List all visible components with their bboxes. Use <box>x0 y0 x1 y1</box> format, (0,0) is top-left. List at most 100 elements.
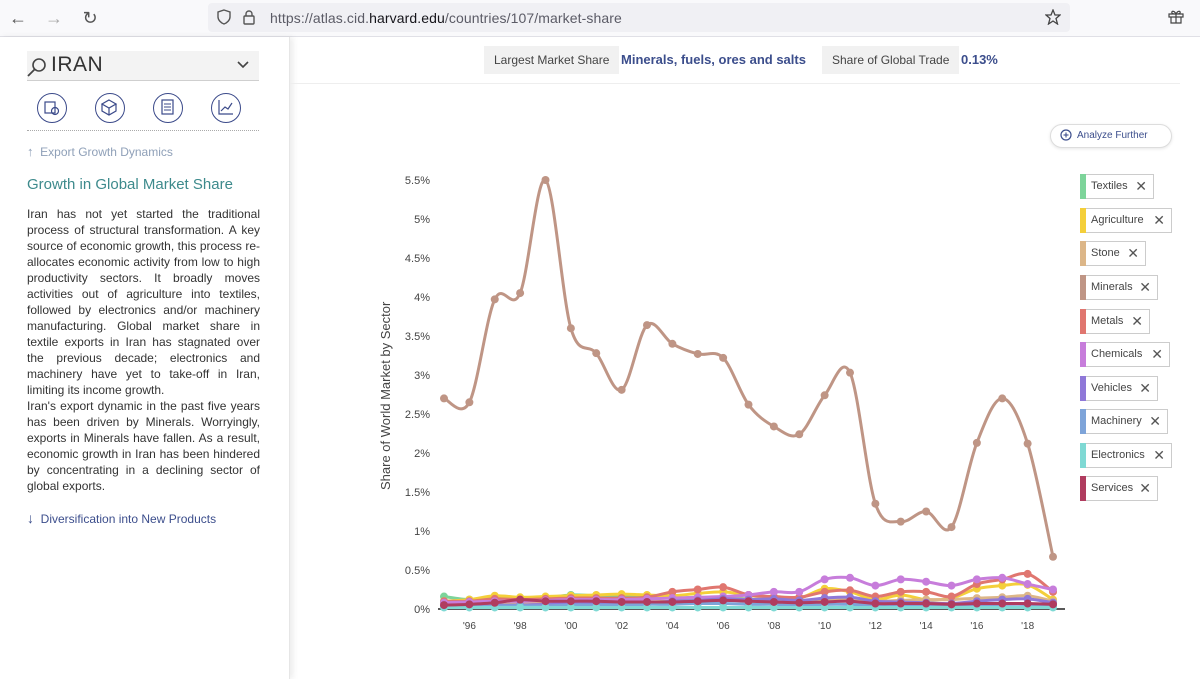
prev-section-link[interactable]: ↑ Export Growth Dynamics <box>27 144 173 159</box>
legend-label: Services <box>1091 482 1134 494</box>
country-selector[interactable]: IRAN <box>27 51 259 81</box>
close-icon[interactable]: ✕ <box>1149 413 1161 429</box>
data-point-minerals <box>744 400 753 409</box>
global-share-value: 0.13% <box>961 52 998 67</box>
extension-icon[interactable] <box>1168 9 1184 25</box>
close-icon[interactable]: ✕ <box>1139 480 1151 496</box>
data-point-services <box>846 597 854 606</box>
legend-item-stone[interactable]: Stone ✕ <box>1080 241 1146 266</box>
data-point-agriculture <box>998 581 1007 590</box>
data-point-chemicals <box>769 587 778 596</box>
x-tick-label: '10 <box>818 621 831 632</box>
scrollbar-area <box>1180 37 1200 679</box>
y-tick-label: 2% <box>414 448 430 460</box>
lock-icon[interactable] <box>243 10 255 25</box>
report-document-icon[interactable] <box>153 93 183 123</box>
arrow-down-icon: ↓ <box>27 510 34 526</box>
close-icon[interactable]: ✕ <box>1131 313 1143 329</box>
reload-icon[interactable]: ↻ <box>82 8 98 28</box>
data-point-chemicals <box>1049 585 1057 594</box>
legend-item-chemicals[interactable]: Chemicals ✕ <box>1080 342 1170 367</box>
close-icon[interactable]: ✕ <box>1127 245 1139 261</box>
growth-chart-icon[interactable] <box>211 93 241 123</box>
data-point-minerals <box>972 438 981 447</box>
legend-label: Stone <box>1091 247 1120 259</box>
y-tick-label: 4.5% <box>405 253 430 265</box>
export-basket-icon[interactable] <box>37 93 67 123</box>
data-point-electronics <box>719 603 728 612</box>
data-point-minerals <box>896 517 905 526</box>
products-box-icon[interactable] <box>95 93 125 123</box>
data-point-services <box>972 599 981 608</box>
data-point-minerals <box>693 349 702 358</box>
legend-label: Metals <box>1091 315 1124 327</box>
address-bar[interactable]: https://atlas.cid.harvard.edu/countries/… <box>208 3 1070 32</box>
close-icon[interactable]: ✕ <box>1153 447 1165 463</box>
y-tick-label: 5% <box>414 214 430 226</box>
x-tick-label: '98 <box>514 621 527 632</box>
series-line-minerals <box>443 178 1055 558</box>
legend-item-services[interactable]: Services ✕ <box>1080 476 1158 501</box>
legend-swatch <box>1080 241 1086 266</box>
close-icon[interactable]: ✕ <box>1139 380 1151 396</box>
legend-item-minerals[interactable]: Minerals ✕ <box>1080 275 1158 300</box>
forward-icon[interactable]: → <box>45 8 63 28</box>
data-point-electronics <box>592 603 601 612</box>
data-point-services <box>693 597 702 606</box>
legend-item-electronics[interactable]: Electronics ✕ <box>1080 443 1172 468</box>
data-point-services <box>592 597 601 606</box>
data-point-services <box>871 599 880 608</box>
legend-item-textiles[interactable]: Textiles ✕ <box>1080 174 1154 199</box>
legend-label: Vehicles <box>1091 382 1132 394</box>
legend-item-vehicles[interactable]: Vehicles ✕ <box>1080 376 1158 401</box>
y-tick-label: 0.5% <box>405 565 430 577</box>
x-tick-label: '96 <box>463 621 476 632</box>
data-point-metals <box>947 592 956 601</box>
legend-label: Textiles <box>1091 180 1128 192</box>
legend-item-agriculture[interactable]: Agriculture ✕ <box>1080 208 1172 233</box>
next-section-link[interactable]: ↓ Diversification into New Products <box>27 510 217 526</box>
data-point-chemicals <box>1023 580 1032 589</box>
data-point-chemicals <box>795 587 804 596</box>
data-point-services <box>617 597 626 606</box>
close-icon[interactable]: ✕ <box>1151 346 1163 362</box>
search-icon <box>27 58 46 77</box>
close-icon[interactable]: ✕ <box>1135 178 1147 194</box>
data-point-metals <box>693 585 702 594</box>
summary-bar: Largest Market Share Minerals, fuels, or… <box>290 37 1180 84</box>
paragraph-2: Iran's export dynamic in the past five y… <box>27 399 260 493</box>
zoom-in-icon <box>1060 129 1072 141</box>
data-point-metals <box>846 586 854 595</box>
y-tick-label: 3% <box>414 370 430 382</box>
data-point-electronics <box>541 603 550 612</box>
data-point-services <box>1023 599 1032 608</box>
legend-swatch <box>1080 174 1086 199</box>
data-point-minerals <box>922 507 931 516</box>
chevron-down-icon[interactable] <box>237 61 249 69</box>
close-icon[interactable]: ✕ <box>1153 212 1165 228</box>
data-point-minerals <box>719 353 728 362</box>
data-point-chemicals <box>846 573 854 582</box>
legend-label: Electronics <box>1091 449 1145 461</box>
legend-item-metals[interactable]: Metals ✕ <box>1080 309 1150 334</box>
legend-item-machinery[interactable]: Machinery ✕ <box>1080 409 1168 434</box>
back-icon[interactable]: ← <box>9 8 27 28</box>
data-point-minerals <box>516 289 525 298</box>
data-point-services <box>668 597 677 606</box>
shield-icon[interactable] <box>217 9 231 25</box>
data-point-services <box>516 595 525 604</box>
analyze-further-button[interactable]: Analyze Further <box>1050 124 1172 148</box>
data-point-minerals <box>566 324 575 333</box>
legend-swatch <box>1080 409 1086 434</box>
data-point-minerals <box>871 499 880 508</box>
data-point-metals <box>668 587 677 596</box>
data-point-chemicals <box>922 577 931 586</box>
bookmark-star-icon[interactable] <box>1045 9 1061 25</box>
data-point-services <box>1049 600 1057 609</box>
data-point-services <box>896 599 905 608</box>
x-tick-label: '18 <box>1021 621 1034 632</box>
x-tick-label: '02 <box>615 621 628 632</box>
section-heading: Growth in Global Market Share <box>27 176 233 193</box>
close-icon[interactable]: ✕ <box>1139 279 1151 295</box>
data-point-metals <box>820 587 829 596</box>
